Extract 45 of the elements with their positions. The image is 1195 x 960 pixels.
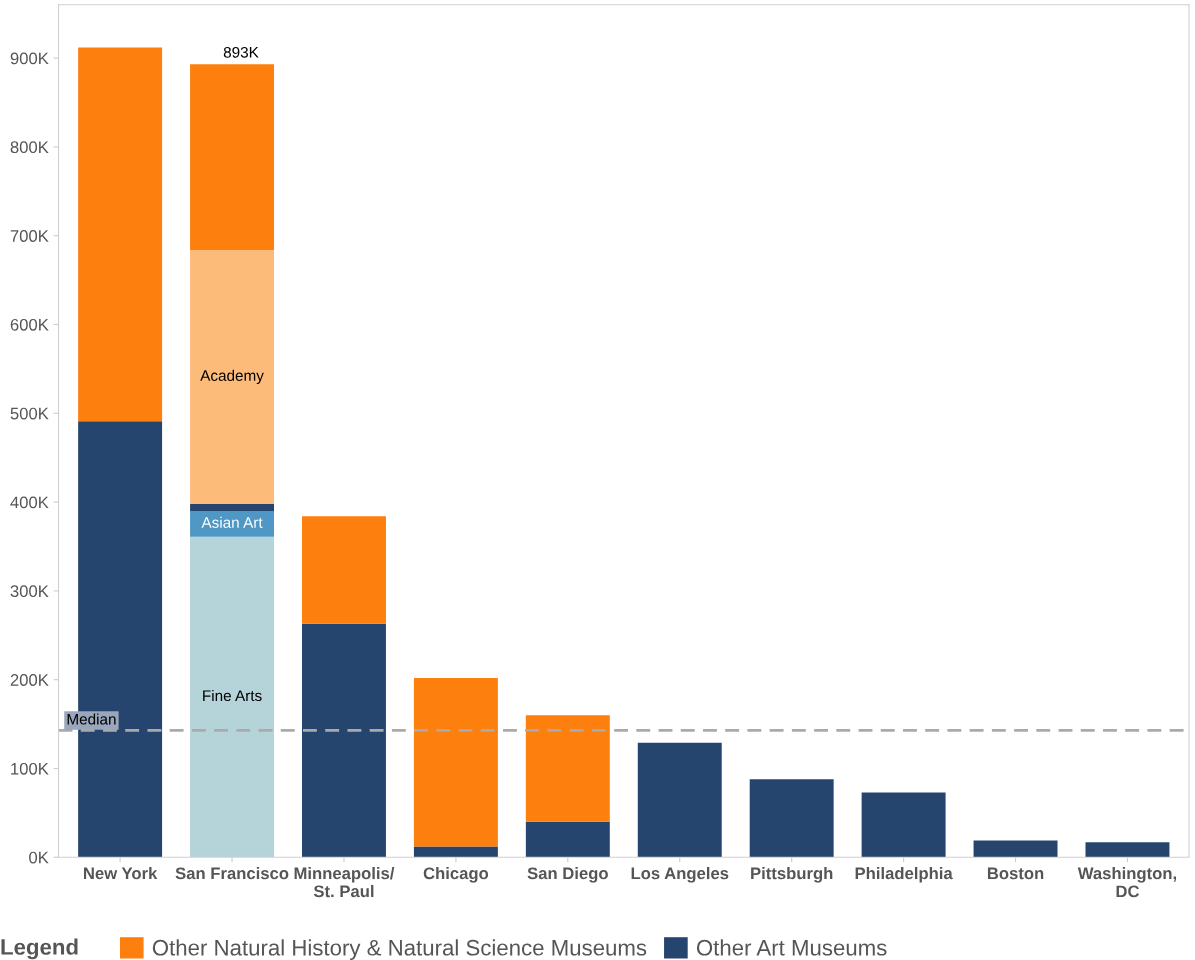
bar — [302, 623, 386, 858]
legend-title: Legend — [1, 938, 78, 960]
y-tick-label: 0K — [29, 851, 49, 864]
series-label: Asian Art — [201, 516, 263, 528]
y-tick-label: 700K — [10, 230, 49, 242]
bar — [525, 821, 610, 858]
bar — [413, 677, 498, 847]
y-tick-label: 500K — [10, 407, 49, 420]
bar — [190, 249, 275, 504]
bar — [302, 516, 386, 624]
y-tick-label: 200K — [10, 674, 49, 686]
y-tick-label: 100K — [11, 762, 49, 775]
legend-label: Other Natural History & Natural Science Museums — [152, 939, 647, 960]
x-tick-label: San Diego — [527, 867, 608, 883]
bar — [413, 846, 498, 858]
y-tick-label: 900K — [10, 52, 49, 65]
y-tick-label: 400K — [10, 496, 49, 509]
bar — [78, 47, 163, 422]
ref-line-label: Median — [67, 713, 116, 725]
series-label: Fine Arts — [203, 689, 262, 702]
bar — [749, 779, 834, 858]
x-tick-label: Minneapolis/ St. Paul — [294, 867, 395, 898]
bar — [1085, 842, 1170, 858]
bar — [525, 715, 610, 822]
x-tick-label: Washington, DC — [1077, 867, 1177, 898]
series-label: Academy — [200, 369, 264, 384]
bar — [190, 536, 275, 858]
bar — [190, 510, 275, 537]
x-tick-label: New York — [84, 867, 158, 880]
x-tick-label: Los Angeles — [631, 867, 729, 883]
y-tick-label: 800K — [10, 141, 49, 154]
x-tick-label: Philadelphia — [855, 867, 953, 883]
bar — [861, 792, 946, 858]
y-tick-label: 300K — [10, 585, 49, 598]
total-label: 893K — [223, 46, 259, 58]
bar — [190, 503, 275, 511]
legend-label: Other Art Museums — [696, 939, 887, 956]
x-tick-label: Chicago — [423, 867, 489, 883]
x-tick-label: Pittsburgh — [751, 867, 833, 883]
bar — [190, 64, 275, 250]
bar — [973, 840, 1058, 858]
y-tick-label: 600K — [10, 318, 49, 331]
bar — [637, 742, 722, 858]
x-tick-label: San Francisco — [175, 867, 289, 880]
x-tick-label: Boston — [987, 867, 1044, 880]
